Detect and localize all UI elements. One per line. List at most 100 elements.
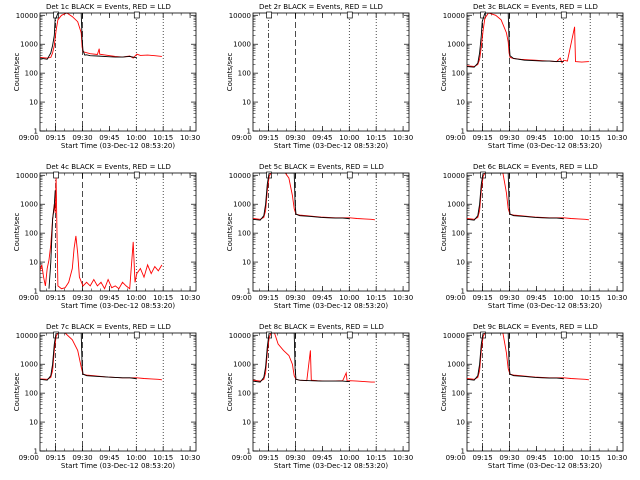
x-tick-label: 10:30 [180, 454, 200, 462]
x-tick-label: 09:45 [312, 454, 332, 462]
y-tick-label: 100 [25, 70, 38, 78]
y-tick-label: 1000 [447, 41, 465, 49]
y-tick-label: 10000 [443, 172, 465, 180]
y-tick-label: 1000 [233, 361, 251, 369]
series-line-lld [253, 333, 375, 383]
marker-box-symbol [480, 11, 486, 19]
plot-frame [39, 332, 197, 452]
series-line-lld [253, 173, 375, 221]
series-line-events [253, 333, 350, 383]
x-axis-label: Start Time (03-Dec-12 08:53:20) [488, 302, 602, 310]
x-tick-label: 09:45 [526, 454, 546, 462]
x-tick-label: 09:00 [446, 454, 466, 462]
x-tick-label: 10:15 [580, 454, 600, 462]
y-axis-label: Counts/sec [226, 373, 234, 412]
x-tick-label: 09:30 [72, 454, 92, 462]
y-tick-label: 1 [34, 288, 38, 296]
plot-frame [466, 332, 624, 452]
chart-title: Det 8c BLACK = Events, RED = LLD [259, 323, 384, 331]
y-tick-label: 10 [456, 259, 465, 267]
x-axis-label: Start Time (03-Dec-12 08:53:20) [61, 462, 175, 470]
series-line-lld [40, 178, 163, 290]
y-axis-label: Counts/sec [440, 213, 448, 252]
y-tick-label: 10 [456, 99, 465, 107]
x-tick-label: 09:00 [19, 294, 39, 302]
series-line-lld [467, 333, 589, 381]
x-tick-label: 09:45 [99, 134, 119, 142]
y-tick-label: 1 [34, 128, 38, 136]
y-tick-label: 10000 [229, 172, 251, 180]
y-tick-label: 1 [34, 448, 38, 456]
y-tick-label: 1 [461, 448, 465, 456]
y-tick-label: 10000 [443, 12, 465, 20]
y-tick-label: 100 [238, 230, 251, 238]
x-tick-label: 09:30 [285, 454, 305, 462]
chart-panel-8: Det 8c BLACK = Events, RED = LLD 1 10 100 10… [226, 323, 413, 470]
y-tick-label: 1 [247, 128, 251, 136]
x-tick-label: 09:00 [232, 454, 252, 462]
x-tick-label: 10:15 [366, 134, 386, 142]
x-tick-label: 09:00 [232, 294, 252, 302]
chart-panel-7: Det 7c BLACK = Events, RED = LLD 1 10 100 10… [13, 323, 200, 470]
plot-frame [39, 12, 197, 132]
series-line-events [40, 13, 137, 60]
marker-box-symbol [346, 171, 353, 179]
x-tick-label: 10:15 [580, 134, 600, 142]
x-tick-label: 09:30 [499, 134, 519, 142]
y-tick-label: 100 [238, 70, 251, 78]
y-tick-label: 10 [242, 99, 251, 107]
x-tick-label: 09:45 [312, 294, 332, 302]
plot-frame [252, 172, 410, 292]
x-tick-label: 09:15 [259, 294, 279, 302]
marker-box-symbol [560, 171, 567, 179]
x-tick-label: 10:15 [366, 454, 386, 462]
y-tick-label: 1000 [20, 361, 38, 369]
x-tick-label: 10:15 [153, 294, 173, 302]
x-tick-label: 09:15 [473, 134, 493, 142]
x-tick-label: 10:00 [126, 454, 146, 462]
y-tick-label: 1000 [233, 201, 251, 209]
x-tick-label: 09:30 [72, 134, 92, 142]
x-tick-label: 09:00 [446, 134, 466, 142]
x-tick-label: 09:00 [19, 134, 39, 142]
x-axis-label: Start Time (03-Dec-12 08:53:20) [274, 142, 388, 150]
x-axis-label: Start Time (03-Dec-12 08:53:20) [274, 302, 388, 310]
x-axis-label: Start Time (03-Dec-12 08:53:20) [61, 302, 175, 310]
x-tick-label: 09:45 [312, 134, 332, 142]
y-tick-label: 10000 [16, 172, 38, 180]
x-tick-label: 10:00 [553, 294, 573, 302]
plot-frame [466, 172, 624, 292]
x-tick-label: 10:00 [126, 134, 146, 142]
x-tick-label: 10:00 [553, 454, 573, 462]
x-tick-label: 09:00 [19, 454, 39, 462]
marker-box-symbol [560, 11, 567, 19]
y-tick-label: 10 [456, 419, 465, 427]
x-tick-label: 10:30 [393, 454, 413, 462]
x-axis-label: Start Time (03-Dec-12 08:53:20) [274, 462, 388, 470]
chart-panel-2: Det 2r BLACK = Events, RED = LLD 1 10 100 10… [226, 3, 413, 150]
x-tick-label: 10:30 [607, 454, 627, 462]
x-tick-label: 09:15 [473, 454, 493, 462]
marker-box-symbol [133, 11, 140, 19]
series-line-events [48, 190, 56, 289]
x-tick-label: 10:30 [393, 134, 413, 142]
y-axis-label: Counts/sec [226, 213, 234, 252]
chart-panel-1: Det 1c BLACK = Events, RED = LLD 1 10 100 10… [13, 3, 200, 150]
y-axis-label: Counts/sec [440, 373, 448, 412]
y-tick-label: 10000 [16, 12, 38, 20]
x-tick-label: 10:30 [607, 294, 627, 302]
marker-box-symbol [266, 11, 272, 19]
x-tick-label: 09:45 [99, 294, 119, 302]
series-line-events [467, 173, 564, 221]
x-tick-label: 09:15 [46, 454, 66, 462]
x-tick-label: 09:30 [285, 134, 305, 142]
chart-title: Det 1c BLACK = Events, RED = LLD [46, 3, 171, 11]
marker-box-symbol [346, 331, 353, 339]
series-line-events [40, 333, 137, 381]
x-tick-label: 10:15 [580, 294, 600, 302]
chart-panel-6: Det 6c BLACK = Events, RED = LLD 1 10 100 10… [440, 163, 627, 310]
y-tick-label: 10 [29, 419, 38, 427]
x-tick-label: 10:00 [339, 294, 359, 302]
x-tick-label: 09:00 [446, 294, 466, 302]
